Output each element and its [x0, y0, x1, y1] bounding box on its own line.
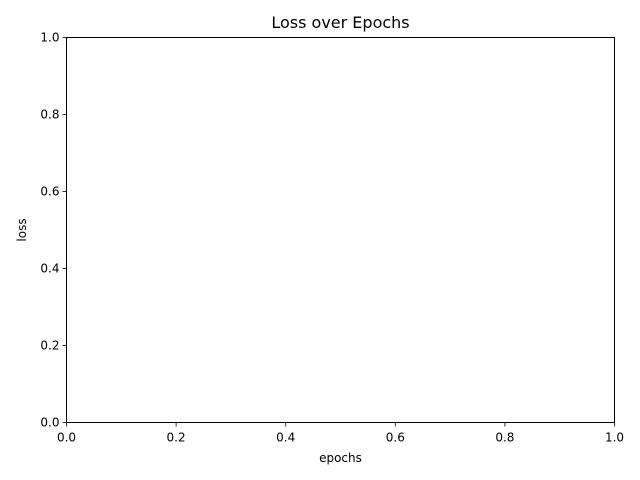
y-tick-label: 0.8	[40, 108, 59, 122]
y-tick-label: 0.0	[40, 416, 59, 430]
y-axis-label: loss	[15, 218, 29, 241]
y-tick-label: 0.6	[40, 185, 59, 199]
x-tick-label: 0.2	[167, 431, 186, 445]
chart-title: Loss over Epochs	[271, 13, 409, 32]
x-tick-label: 0.6	[386, 431, 405, 445]
x-axis-label: epochs	[319, 451, 362, 465]
x-tick-label: 1.0	[605, 431, 624, 445]
y-tick-label: 1.0	[40, 31, 59, 45]
y-tick-label: 0.2	[40, 339, 59, 353]
x-tick-label: 0.0	[57, 431, 76, 445]
y-axis-ticks: 0.0 0.2 0.4 0.6 0.8 1.0	[40, 31, 67, 430]
x-tick-label: 0.4	[276, 431, 295, 445]
y-tick-label: 0.4	[40, 262, 59, 276]
x-tick-label: 0.8	[495, 431, 514, 445]
plot-area	[66, 37, 615, 423]
x-axis-ticks: 0.0 0.2 0.4 0.6 0.8 1.0	[57, 422, 624, 445]
plot-frame	[66, 37, 615, 423]
